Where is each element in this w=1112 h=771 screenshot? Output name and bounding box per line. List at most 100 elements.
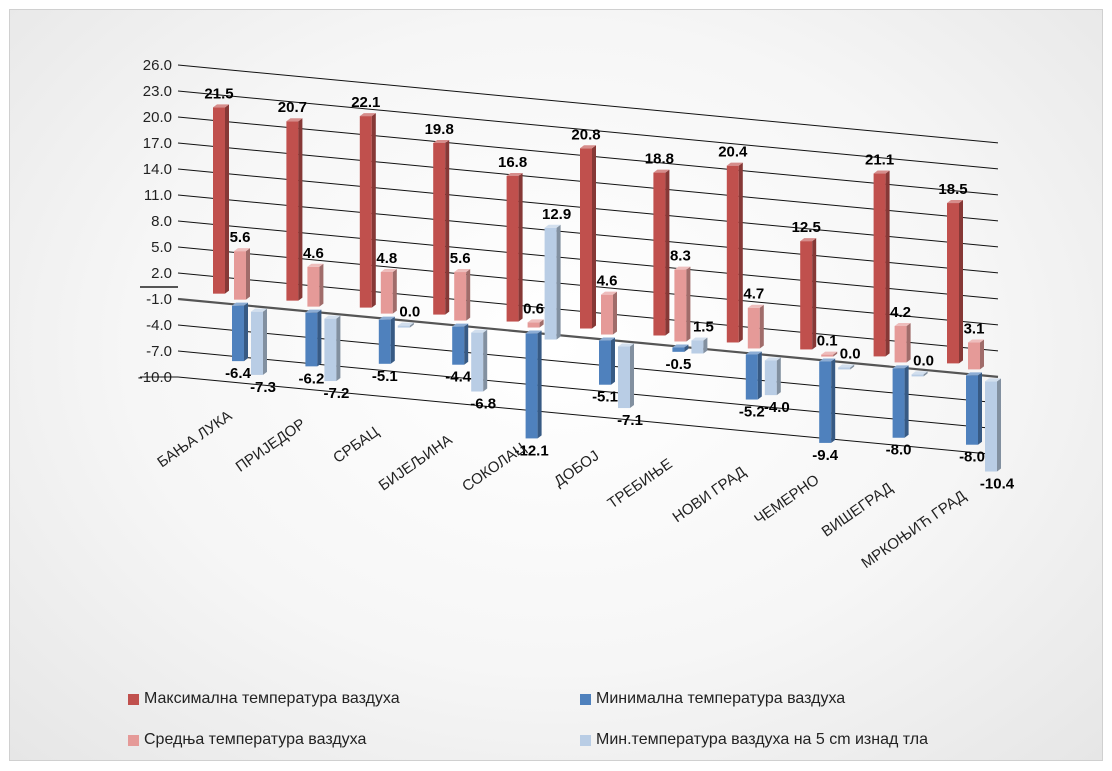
bar-face <box>618 346 630 409</box>
bar-top <box>599 337 615 341</box>
data-label: -8.0 <box>886 442 912 459</box>
bar-face <box>506 175 519 322</box>
bar-top <box>452 323 469 327</box>
category-label: СРБАЦ <box>330 423 382 466</box>
bar-side <box>959 200 963 364</box>
bar-face <box>821 354 834 357</box>
bar-side <box>923 371 928 377</box>
bar-face <box>324 318 337 382</box>
bar-9-3 <box>911 371 928 377</box>
bar-side <box>392 269 397 314</box>
category-label: СОКОЛАЦ <box>459 439 529 495</box>
bar-side <box>684 344 689 352</box>
bar-side <box>850 364 855 370</box>
bar-face <box>819 361 832 443</box>
bar-face <box>378 319 391 364</box>
bar-face <box>764 360 777 396</box>
bar-4-3 <box>544 224 561 340</box>
data-label: -6.2 <box>298 370 324 387</box>
data-label: -6.4 <box>225 365 252 382</box>
bar-top <box>672 344 689 348</box>
bar-side <box>703 337 708 354</box>
bar-0-3 <box>251 308 267 375</box>
bar-2-3 <box>397 322 414 328</box>
bar-5-0 <box>580 145 596 329</box>
bar-top <box>324 315 341 319</box>
bar-top <box>819 358 836 362</box>
bar-side <box>445 139 450 315</box>
bar-top <box>307 263 324 267</box>
bar-face <box>726 165 739 343</box>
bar-8-1 <box>819 358 836 443</box>
bar-face <box>672 347 685 352</box>
bar-face <box>307 266 320 307</box>
bar-1-3 <box>324 315 341 382</box>
bar-4-0 <box>506 172 523 322</box>
y-tick-label: 2.0 <box>151 265 172 282</box>
bar-top <box>378 316 395 320</box>
bar-5-1 <box>599 337 615 385</box>
bar-side <box>738 162 743 343</box>
bar-4-2 <box>527 319 544 328</box>
bar-side <box>319 263 324 307</box>
bar-9-0 <box>873 170 890 357</box>
bar-face <box>745 354 758 400</box>
bar-0-0 <box>213 104 229 294</box>
data-label: 4.7 <box>743 286 764 303</box>
bar-top <box>359 113 376 117</box>
bar-side <box>613 291 617 335</box>
data-label: -5.1 <box>592 389 618 406</box>
bar-face <box>580 148 592 329</box>
bar-side <box>885 170 890 357</box>
data-label: -4.0 <box>764 399 790 416</box>
bar-side <box>665 169 670 336</box>
bar-top <box>234 248 250 252</box>
bar-1-1 <box>305 309 322 367</box>
bar-2-0 <box>359 113 376 308</box>
bar-side <box>831 358 836 443</box>
data-label: 8.3 <box>670 248 691 265</box>
data-label: -9.4 <box>812 447 839 464</box>
bar-10-0 <box>947 200 963 364</box>
bar-face <box>873 173 886 357</box>
bar-side <box>390 316 395 364</box>
data-label: 3.1 <box>964 321 985 338</box>
data-label: 5.6 <box>450 250 471 267</box>
gridline <box>177 376 999 456</box>
chart-area <box>9 9 1103 761</box>
bar-3-0 <box>433 139 450 315</box>
y-tick-label: 5.0 <box>151 239 172 256</box>
category-label: БИЈЕЉИНА <box>376 431 456 494</box>
bar-7-2 <box>747 304 764 349</box>
bar-top <box>800 238 817 242</box>
data-label: 21.1 <box>865 152 894 169</box>
bar-face <box>653 172 666 336</box>
bar-top <box>471 329 488 333</box>
data-label: 12.5 <box>792 219 821 236</box>
category-label: НОВИ ГРАД <box>670 463 750 526</box>
gridline <box>177 64 999 144</box>
y-tick-label: 14.0 <box>143 161 172 178</box>
y-tick-label: 20.0 <box>143 109 172 126</box>
bar-0-2 <box>234 248 250 300</box>
bar-top <box>305 309 322 313</box>
bar-face <box>454 272 467 321</box>
bar-3-1 <box>452 323 469 365</box>
bar-side <box>906 323 911 363</box>
data-label: 19.8 <box>425 121 454 138</box>
y-tick-label: 8.0 <box>151 213 172 230</box>
data-label: -5.2 <box>739 404 765 421</box>
bar-top <box>213 104 229 108</box>
bar-8-3 <box>838 364 855 370</box>
data-label: 5.6 <box>230 229 251 246</box>
category-label: ЧЕМЕРНО <box>751 471 822 528</box>
bar-top <box>506 172 523 176</box>
bar-side <box>592 145 596 329</box>
bar-face <box>525 333 538 439</box>
bar-top <box>726 162 743 166</box>
bar-top <box>544 224 561 228</box>
bar-top <box>764 357 781 361</box>
bar-top <box>286 118 303 122</box>
data-label: 4.8 <box>376 250 397 267</box>
bar-8-0 <box>800 238 817 350</box>
